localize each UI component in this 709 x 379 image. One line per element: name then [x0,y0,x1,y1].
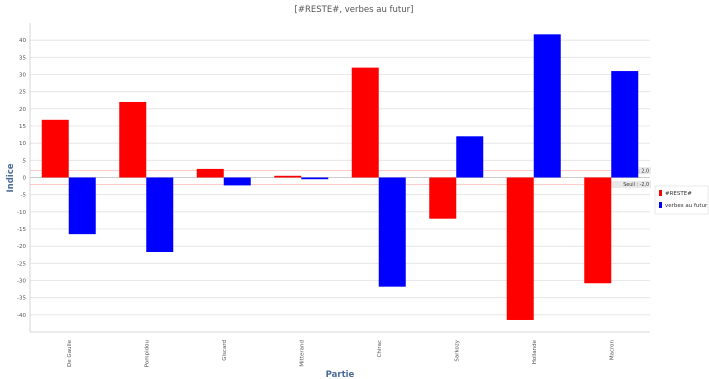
bar [429,177,457,219]
bar [301,177,329,180]
x-category-label: Chirac [377,340,383,358]
legend-label: verbes au futur [665,203,708,209]
x-axis-title: Partie [326,370,355,379]
x-category-label: Macron [609,339,615,360]
y-tick-label: -15 [17,227,26,233]
y-tick-label: -40 [17,313,26,319]
y-tick-label: 30 [19,73,26,79]
x-category-label: Hollande [532,339,538,364]
y-tick-label: 25 [19,90,26,96]
y-tick-labels: -40 -35 -30 -25 -20 -15 -10 -5 0 5 10 15 20 25 30 35 40 [17,38,26,319]
legend-swatch [659,202,662,208]
legend-label: #RESTE# [665,191,692,197]
y-tick-label: -5 [21,193,27,199]
legend: #RESTE# verbes au futur [654,185,709,215]
bars [41,34,639,320]
bar [456,136,484,178]
x-category-label: Giscard [222,340,228,361]
bar [506,177,534,320]
legend-box [654,185,709,215]
y-tick-label: 40 [19,38,26,44]
bar [146,177,174,253]
y-tick-label: -25 [17,261,26,267]
y-tick-label: 35 [19,55,26,61]
bar [41,119,69,178]
x-category-label: De Gaulle [67,339,73,367]
y-tick-label: -20 [17,244,26,250]
x-category-label: Pompidou [144,340,150,367]
y-tick-label: 10 [19,141,26,147]
bar [119,101,147,178]
y-tick-label: -35 [17,296,26,302]
bar [533,34,561,178]
x-category-label: Sarkozy [454,339,460,361]
y-tick-label: -30 [17,279,26,285]
y-tick-label: -10 [17,210,26,216]
bar [351,67,379,178]
bar [378,177,406,287]
x-category-labels: De Gaulle Pompidou Giscard Mitterand Chirac S… [67,339,616,367]
bar [584,177,612,284]
legend-swatch [659,190,662,196]
y-tick-label: 5 [23,158,27,164]
bar [611,71,639,178]
y-tick-label: 15 [19,124,26,130]
y-axis-title: Indice [6,163,16,192]
threshold-label-box [609,180,651,188]
bar [274,175,302,178]
y-tick-label: 0 [23,176,27,182]
bar [196,168,224,178]
threshold-label: Seuil : -2,0 [623,182,649,188]
bar [223,177,251,186]
y-tick-label: 20 [19,107,26,113]
bar [68,177,96,235]
x-category-label: Mitterand [299,340,305,367]
chart-title: [#RESTE#, verbes au futur] [295,5,414,15]
